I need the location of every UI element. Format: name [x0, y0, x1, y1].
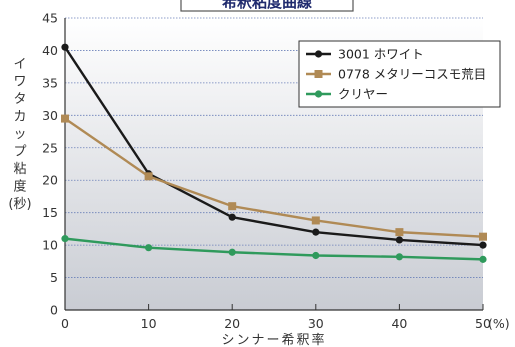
- y-axis-label-char: プ: [13, 145, 26, 160]
- y-tick-label: 35: [42, 75, 58, 90]
- data-point: [479, 255, 487, 263]
- x-unit-label: (%): [488, 316, 510, 331]
- legend-label: 3001 ホワイト: [338, 47, 424, 62]
- y-tick-label: 40: [42, 43, 58, 58]
- y-axis-label-char: ッ: [13, 127, 26, 142]
- data-point: [395, 253, 403, 261]
- legend-marker: [314, 90, 323, 98]
- legend-box: [298, 40, 501, 108]
- axes: [64, 18, 484, 311]
- data-point: [61, 114, 69, 123]
- data-point: [312, 228, 320, 236]
- x-tick-labels: 0 10 20 30 40 50: [61, 316, 491, 331]
- data-point: [395, 236, 403, 244]
- y-tick-label: 0: [50, 303, 58, 318]
- y-axis-label-char: (秒): [8, 197, 31, 212]
- y-tick-label: 15: [42, 205, 58, 220]
- y-axis-label-char: カ: [13, 110, 26, 125]
- legend-marker: [314, 50, 323, 58]
- chart-title: 希釈粘度曲線: [222, 0, 312, 11]
- y-tick-label: 10: [42, 238, 58, 253]
- y-axis-label-char: 度: [13, 179, 26, 195]
- data-point: [479, 241, 487, 249]
- x-tick-label: 20: [224, 316, 240, 331]
- data-point: [228, 213, 236, 221]
- x-tick-label: 0: [61, 316, 69, 331]
- y-axis-label-char: イ: [13, 57, 26, 72]
- series-line: [64, 237, 484, 261]
- y-axis-label-char: 粘: [13, 162, 26, 177]
- y-tick-label: 30: [42, 108, 58, 123]
- y-tick-label: 20: [42, 173, 58, 188]
- data-point: [61, 235, 69, 243]
- x-tick-label: 10: [141, 316, 157, 331]
- legend-marker: [314, 70, 323, 78]
- legend-label: クリヤー: [338, 87, 388, 102]
- x-tick-label: 40: [391, 316, 407, 331]
- series-line: [63, 46, 484, 247]
- x-tick-label: 50: [475, 316, 491, 331]
- y-axis-label-char: タ: [13, 92, 26, 107]
- y-tick-label: 25: [42, 140, 58, 155]
- data-point: [311, 216, 320, 225]
- series-line: [64, 117, 484, 238]
- y-tick-label: 5: [50, 270, 58, 285]
- series-lines: [61, 43, 487, 263]
- data-point: [228, 248, 236, 256]
- y-tick-labels: 0 5 10 15 20 25 30 35 40 45: [42, 11, 58, 318]
- data-point: [312, 251, 320, 260]
- x-axis-label: シンナー希釈率: [221, 332, 326, 347]
- y-axis-label-char: ワ: [13, 75, 26, 90]
- data-point: [144, 172, 153, 181]
- x-tick-label: 30: [308, 316, 324, 331]
- y-tick-label: 45: [42, 11, 58, 26]
- data-point: [479, 232, 487, 241]
- chart-title-box: 希釈粘度曲線: [180, 0, 354, 12]
- data-point: [61, 43, 69, 51]
- data-point: [145, 244, 153, 252]
- legend-label: 0778 メタリーコスモ荒目: [338, 67, 486, 82]
- data-point: [395, 228, 404, 237]
- data-point: [228, 202, 237, 211]
